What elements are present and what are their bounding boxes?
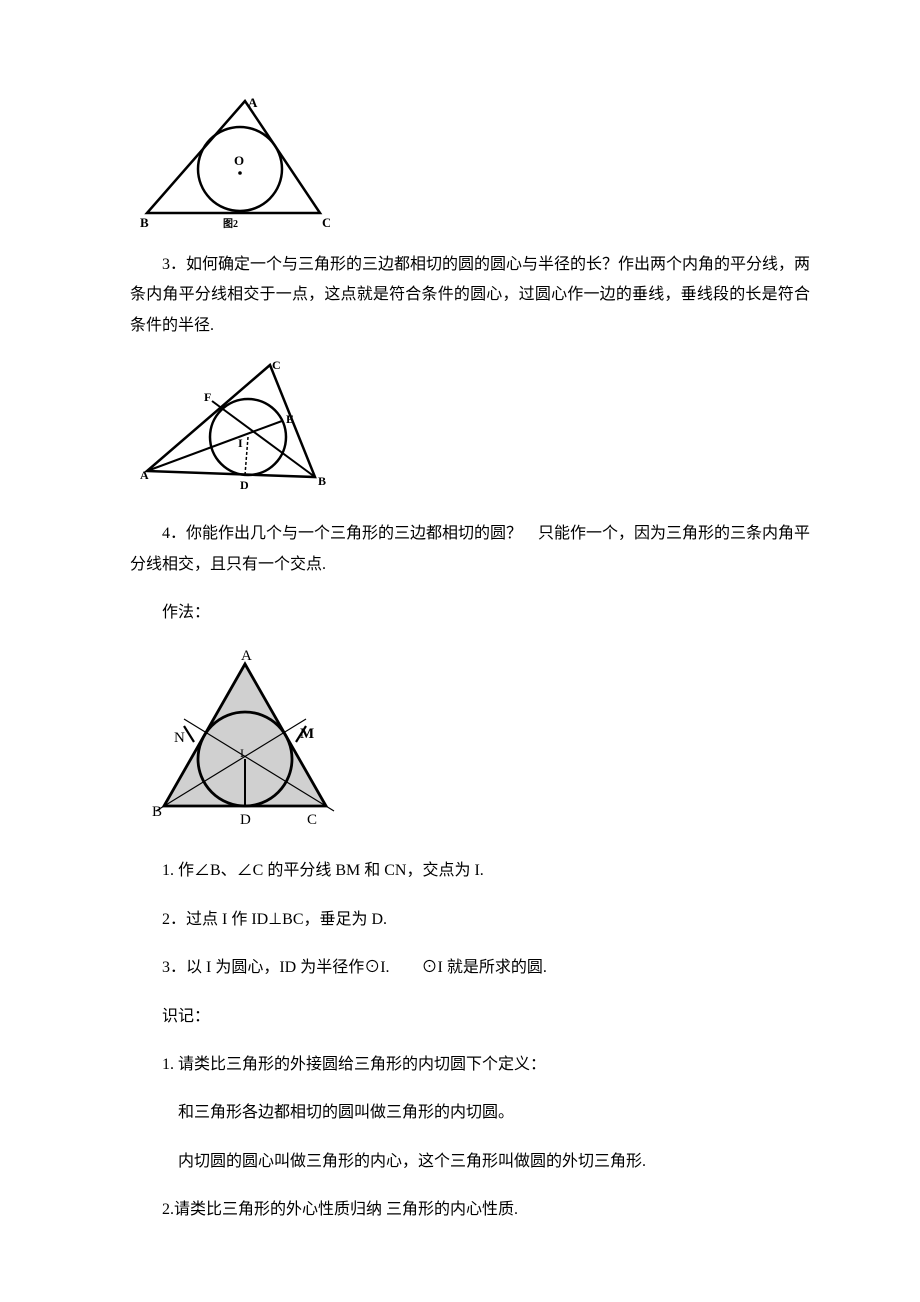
- label-a: A: [248, 95, 258, 110]
- label-i3: I: [240, 746, 244, 760]
- memo-1a: 和三角形各边都相切的圆叫做三角形的内切圆。: [146, 1098, 810, 1128]
- label-f: F: [204, 390, 211, 404]
- label-c3: C: [307, 812, 317, 828]
- step-1: 1. 作∠B、∠C 的平分线 BM 和 CN，交点为 I.: [130, 856, 810, 886]
- label-m: M: [300, 726, 314, 742]
- memo-1b: 内切圆的圆心叫做三角形的内心，这个三角形叫做圆的外切三角形.: [146, 1147, 810, 1177]
- label-d2: D: [240, 478, 249, 492]
- label-e: E: [286, 412, 294, 426]
- figure-3-svg: A B C D M N I: [150, 646, 340, 836]
- memo-1: 1. 请类比三角形的外接圆给三角形的内切圆下个定义：: [130, 1050, 810, 1080]
- paragraph-3: 3．如何确定一个与三角形的三边都相切的圆的圆心与半径的长？作出两个内角的平分线，…: [130, 250, 810, 341]
- step-2: 2．过点 I 作 ID⊥BC，垂足为 D.: [130, 905, 810, 935]
- memo-2: 2.请类比三角形的外心性质归纳 三角形的内心性质.: [130, 1195, 810, 1225]
- label-a2: A: [140, 468, 149, 482]
- figure-1-caption: 图2: [223, 218, 238, 230]
- figure-2-construction: C A B F E I D: [140, 359, 810, 499]
- figure-2-svg: C A B F E I D: [140, 359, 330, 499]
- step-3: 3．以 I 为圆心，ID 为半径作⊙I. ⊙I 就是所求的圆.: [130, 953, 810, 983]
- label-c: C: [322, 215, 330, 230]
- figure-1-incircle: A B C O 图2: [140, 95, 810, 230]
- figure-1-svg: A B C O 图2: [140, 95, 330, 230]
- label-o: O: [234, 153, 244, 168]
- label-d3: D: [240, 812, 251, 828]
- label-a3: A: [241, 648, 252, 664]
- label-n: N: [174, 730, 185, 746]
- figure-3-method: A B C D M N I: [150, 646, 810, 836]
- label-b: B: [140, 215, 149, 230]
- label-b2: B: [318, 474, 326, 488]
- memo-label: 识记：: [130, 1002, 810, 1032]
- label-c2: C: [272, 359, 281, 372]
- label-b3: B: [152, 804, 162, 820]
- label-i2: I: [238, 436, 243, 450]
- paragraph-4: 4．你能作出几个与一个三角形的三边都相切的圆？ 只能作一个，因为三角形的三条内角…: [130, 519, 810, 580]
- method-label: 作法：: [130, 598, 810, 628]
